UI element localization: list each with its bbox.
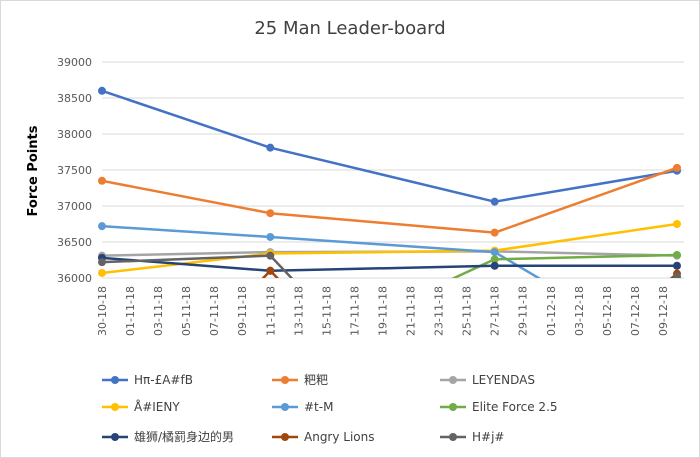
- data-point: [672, 250, 681, 259]
- data-point: [490, 255, 499, 264]
- y-tick-label: 38000: [57, 128, 92, 141]
- legend-label: 粑粑: [304, 373, 328, 387]
- legend: Hπ-£A#fB 粑粑 LEYENDAS Å#IENY #t-M Elite Force …: [102, 373, 558, 444]
- legend-entry: #t-M: [272, 400, 333, 414]
- legend-label: LEYENDAS: [472, 373, 535, 387]
- x-tick-label: 07-12-18: [629, 286, 642, 336]
- x-tick-label: 23-11-18: [433, 286, 446, 336]
- legend-marker: [281, 433, 289, 441]
- legend-label: Å#IENY: [134, 399, 180, 414]
- series-line: [101, 89, 678, 203]
- legend-entry: Elite Force 2.5: [440, 400, 558, 414]
- y-tick-label: 36500: [57, 236, 92, 249]
- x-tick-label: 19-11-18: [376, 286, 389, 336]
- legend-marker: [111, 403, 119, 411]
- legend-entry: 粑粑: [272, 373, 328, 387]
- data-point: [98, 222, 106, 231]
- legend-marker: [449, 433, 457, 441]
- x-tick-label: 09-11-18: [236, 286, 249, 336]
- series-line: [101, 166, 678, 234]
- x-tick-labels: 30-10-18 01-11-18 03-11-18 05-11-18 07-11-18…: [96, 286, 670, 336]
- legend-marker: [449, 376, 457, 384]
- legend-entry: H#j#: [440, 430, 504, 444]
- data-point: [672, 261, 681, 270]
- data-point: [266, 143, 275, 152]
- x-tick-label: 21-11-18: [405, 286, 418, 336]
- legend-label: Elite Force 2.5: [472, 400, 558, 414]
- x-tick-label: 03-12-18: [573, 286, 586, 336]
- data-point: [490, 248, 499, 257]
- series-line: [261, 269, 678, 278]
- x-tick-label: 07-11-18: [208, 286, 221, 336]
- series-line: [451, 253, 678, 278]
- series-line: [101, 224, 542, 278]
- legend-marker: [111, 433, 119, 441]
- x-tick-label: 05-12-18: [601, 286, 614, 336]
- x-tick-label: 03-11-18: [152, 286, 165, 336]
- data-point: [672, 220, 681, 228]
- legend-label: 雄狮/橘罰身边的男: [134, 429, 234, 444]
- y-tick-label: 38500: [57, 92, 92, 105]
- legend-entry: LEYENDAS: [440, 373, 535, 387]
- data-point: [266, 251, 275, 260]
- x-tick-label: 17-11-18: [348, 286, 361, 336]
- x-tick-label: 09-12-18: [657, 286, 670, 336]
- series-line: [101, 254, 678, 278]
- data-point: [98, 176, 106, 185]
- x-tick-label: 30-10-18: [96, 286, 109, 336]
- x-tick-label: 01-11-18: [124, 286, 137, 336]
- data-point: [98, 86, 106, 95]
- legend-marker: [281, 376, 289, 384]
- data-point: [266, 209, 275, 218]
- data-point: [98, 268, 106, 277]
- legend-entry: 雄狮/橘罰身边的男: [102, 429, 234, 444]
- y-tick-label: 39000: [57, 56, 92, 69]
- y-tick-label: 37500: [57, 164, 92, 177]
- legend-entry: Angry Lions: [272, 430, 375, 444]
- legend-label: H#j#: [472, 430, 504, 444]
- data-point: [490, 197, 499, 206]
- y-tick-label: 36000: [57, 272, 92, 285]
- data-point: [266, 266, 275, 275]
- legend-label: #t-M: [304, 400, 333, 414]
- x-tick-label: 05-11-18: [180, 286, 193, 336]
- y-tick-label: 37000: [57, 200, 92, 213]
- legend-entry: Å#IENY: [102, 399, 180, 414]
- data-point: [98, 258, 106, 267]
- x-tick-label: 11-11-18: [264, 286, 277, 336]
- legend-label: Hπ-£A#fB: [134, 373, 193, 387]
- series-line: [101, 256, 677, 273]
- legend-entry: Hπ-£A#fB: [102, 373, 193, 387]
- legend-label: Angry Lions: [304, 430, 375, 444]
- legend-marker: [281, 403, 289, 411]
- data-point: [672, 272, 681, 278]
- series-lines: [98, 86, 681, 278]
- gridlines: [102, 61, 684, 279]
- x-tick-label: 25-11-18: [461, 286, 474, 336]
- x-tick-label: 29-11-18: [517, 286, 530, 336]
- x-tick-label: 27-11-18: [489, 286, 502, 336]
- x-tick-label: 13-11-18: [292, 286, 305, 336]
- chart-title: 25 Man Leader-board: [254, 18, 445, 39]
- y-axis-label: Force Points: [26, 125, 41, 216]
- legend-marker: [449, 403, 457, 411]
- legend-marker: [111, 376, 119, 384]
- data-point: [490, 228, 499, 237]
- x-tick-label: 01-12-18: [545, 286, 558, 336]
- x-tick-label: 15-11-18: [320, 286, 333, 336]
- y-tick-labels: 39000 38500 38000 37500 37000 36500 36000: [57, 56, 92, 285]
- data-point: [266, 232, 275, 241]
- data-point: [490, 261, 499, 270]
- data-point: [672, 163, 681, 172]
